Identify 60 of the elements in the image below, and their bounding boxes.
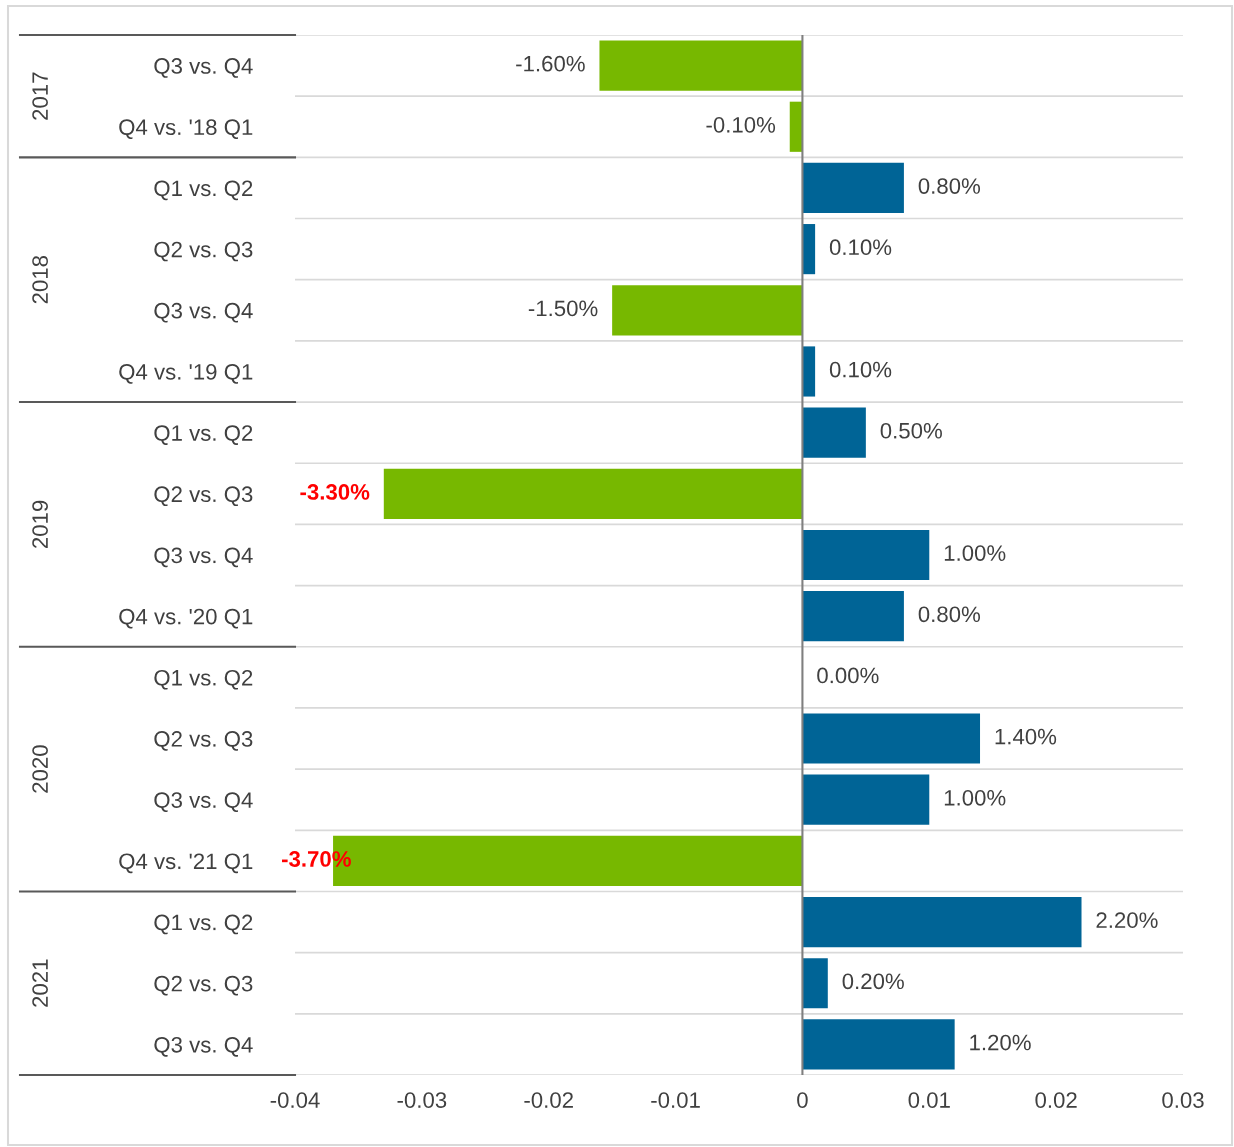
data-label: 1.20% xyxy=(970,1034,1031,1051)
x-tick-label: -0.02 xyxy=(524,1092,573,1108)
y-tick-label: Q2 vs. Q3 xyxy=(154,486,253,507)
data-label: 1.40% xyxy=(995,728,1057,745)
text: 2020 xyxy=(32,745,48,793)
text: 2017 xyxy=(32,72,48,120)
data-label: 1.00% xyxy=(944,789,1006,806)
text: 2018 xyxy=(32,255,48,304)
x-tick-label: 0 xyxy=(797,1092,808,1108)
bar xyxy=(802,896,1082,948)
y-tick-label: Q2 vs. Q3 xyxy=(154,731,253,751)
bar xyxy=(599,40,803,91)
data-label: -1.60% xyxy=(516,55,585,72)
x-tick-label: -0.03 xyxy=(397,1092,447,1108)
data-label: 0.20% xyxy=(842,973,904,990)
y-tick-label: Q3 vs. Q4 xyxy=(154,1036,253,1057)
y-tick-label: Q3 vs. Q4 xyxy=(154,547,253,568)
data-label: -0.10% xyxy=(706,116,776,133)
bar xyxy=(802,774,930,825)
data-label: 2.20% xyxy=(1096,912,1158,929)
data-label: 0.80% xyxy=(918,178,981,194)
bar xyxy=(802,529,930,581)
data-label: 0.50% xyxy=(880,422,942,439)
x-tick-label: 0.01 xyxy=(908,1092,950,1108)
bar xyxy=(802,591,904,642)
data-label: 1.00% xyxy=(944,545,1006,561)
y-tick-label: Q2 vs. Q3 xyxy=(154,241,253,262)
y-tick-label: Q1 vs. Q2 xyxy=(154,425,253,445)
y-tick-label: Q4 vs. '18 Q1 xyxy=(119,119,253,140)
data-label: -1.50% xyxy=(528,300,598,317)
y-tick-label: Q3 vs. Q4 xyxy=(154,302,253,323)
x-tick-label: -0.04 xyxy=(270,1092,320,1108)
y-tick-label: Q1 vs. Q2 xyxy=(154,914,253,935)
y-tick-label: Q1 vs. Q2 xyxy=(154,669,253,690)
bar xyxy=(383,468,803,519)
data-label: -3.30% xyxy=(300,484,370,500)
x-tick-label: -0.01 xyxy=(651,1092,700,1108)
y-tick-label: Q3 vs. Q4 xyxy=(154,792,253,812)
bar xyxy=(612,285,803,336)
data-label: 0.80% xyxy=(918,606,981,623)
x-tick-label: 0.02 xyxy=(1035,1092,1077,1108)
x-tick-label: 0.03 xyxy=(1162,1092,1204,1108)
y-tick-label: Q3 vs. Q4 xyxy=(154,58,253,78)
data-label: 0.10% xyxy=(829,239,892,256)
bar xyxy=(802,713,981,764)
data-label: 0.00% xyxy=(817,667,879,684)
bar xyxy=(802,224,816,275)
y-tick-label: Q4 vs. '19 Q1 xyxy=(119,364,253,384)
bar xyxy=(802,162,904,214)
bar xyxy=(802,407,866,458)
bar xyxy=(802,958,828,1009)
text: 2021 xyxy=(32,959,48,1007)
bar xyxy=(802,346,816,397)
y-tick-label: Q4 vs. '20 Q1 xyxy=(119,608,253,629)
y-tick-label: Q1 vs. Q2 xyxy=(154,180,253,201)
text: 2019 xyxy=(32,500,48,549)
y-tick-label: Q4 vs. '21 Q1 xyxy=(119,853,253,874)
y-tick-label: Q2 vs. Q3 xyxy=(154,975,253,996)
bar xyxy=(802,1019,955,1070)
data-label: 0.10% xyxy=(829,361,892,378)
